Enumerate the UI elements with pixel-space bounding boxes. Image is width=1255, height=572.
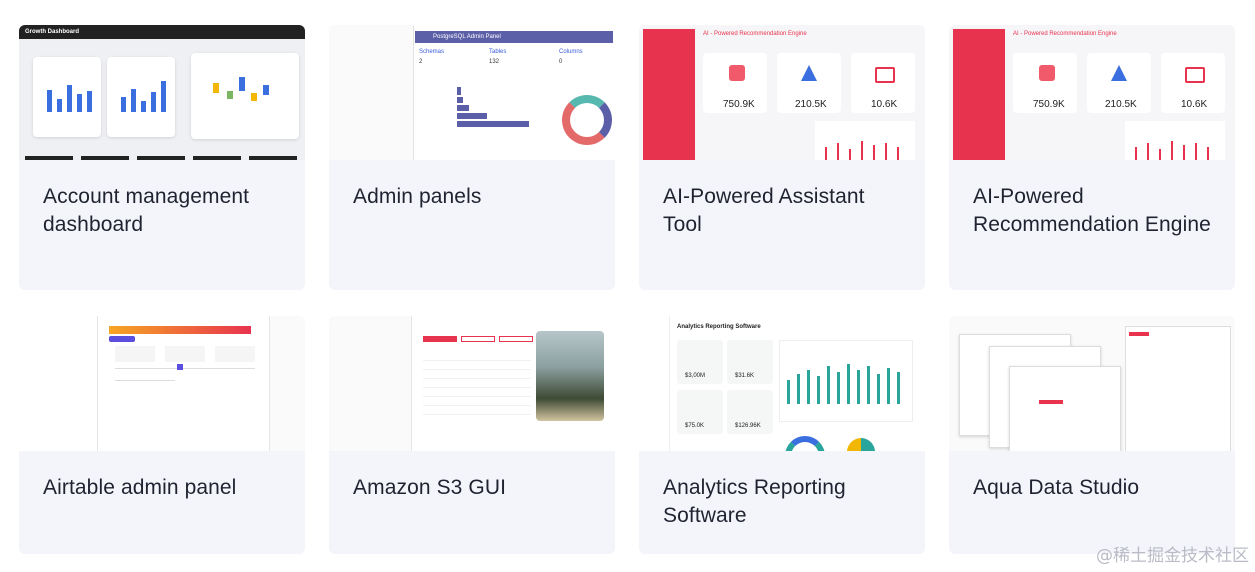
template-card-account-management[interactable]: Growth Dashboard Account management [19,25,305,290]
cart-icon [1185,67,1205,83]
cursor-icon [801,65,817,81]
thumb-pie [847,438,875,451]
thumb-header-bar [109,326,251,334]
thumb-sidebar [643,29,695,160]
thumb-heading: Analytics Reporting Software [677,324,761,330]
thumb-donut [562,95,612,145]
thumb-stat-value: 750.9K [1033,99,1065,110]
thumb-sidebar [953,29,1005,160]
thumb-stat-value: $31.6K [735,373,755,379]
card-thumbnail [329,316,615,451]
thumb-chart-panel-3 [191,53,299,139]
template-card-ai-assistant[interactable]: AI - Powered Recommendation Engine 750.9… [639,25,925,290]
template-card-ai-recommendation[interactable]: AI - Powered Recommendation Engine 750.9… [949,25,1235,290]
thumb-stat-value: 132 [489,59,500,65]
template-card-admin-panels[interactable]: PostgreSQL Admin Panel Schemas 2 Tables … [329,25,615,290]
thumb-stat-value: 2 [419,59,423,65]
thumb-stat-value: 10.6K [871,99,898,110]
thumb-heading: AI - Powered Recommendation Engine [1013,31,1117,37]
card-title[interactable]: AI-Powered Assistant Tool [663,185,865,236]
gift-icon [729,65,745,81]
thumb-heading: AI - Powered Recommendation Engine [703,31,807,37]
thumb-heading: Growth Dashboard [25,29,80,35]
template-card-aqua-data-studio[interactable]: Aqua Data Studio [949,316,1235,554]
thumb-stat-label: Tables [489,49,507,55]
thumb-stat-value: 10.6K [1181,99,1208,110]
card-thumbnail: AI - Powered Recommendation Engine 750.9… [949,25,1235,160]
thumb-stat-label: Columns [559,49,583,55]
thumb-stat-value: $126.96K [735,423,761,429]
thumb-header-bar [19,25,305,39]
thumb-stat-value: 210.5K [795,99,827,110]
thumb-sidebar [19,316,98,451]
card-thumbnail: AI - Powered Recommendation Engine 750.9… [639,25,925,160]
thumb-stat-value: 0 [559,59,563,65]
card-thumbnail [19,316,305,451]
gift-icon [1039,65,1055,81]
cursor-icon [1111,65,1127,81]
thumb-sidebar [329,25,414,160]
thumb-chart-panel [33,57,101,137]
thumb-sidebar [639,316,670,451]
card-thumbnail [949,316,1235,451]
cart-icon [875,67,895,83]
thumb-stat-value: $3,00M [685,373,706,379]
thumb-chart-panel-2 [107,57,175,137]
thumb-stat-value: 750.9K [723,99,755,110]
thumb-file-table [423,352,531,416]
card-title[interactable]: Airtable admin panel [43,476,237,499]
watermark: @稀土掘金技术社区 [1096,546,1249,566]
thumb-stat-value: $75.0K [685,423,705,429]
card-title[interactable]: Aqua Data Studio [973,476,1140,499]
template-card-analytics-reporting[interactable]: Analytics Reporting Software $3,00M $31.… [639,316,925,554]
card-thumbnail: PostgreSQL Admin Panel Schemas 2 Tables … [329,25,615,160]
card-title[interactable]: Admin panels [353,185,482,208]
thumb-photo [536,331,604,421]
card-title[interactable]: AI-Powered Recommendation Engine [973,185,1211,236]
card-title[interactable]: Amazon S3 GUI [353,476,507,499]
thumb-donut [785,436,825,451]
thumb-stat-value: 210.5K [1105,99,1137,110]
card-title[interactable]: Account management dashboard [43,185,250,236]
template-card-airtable-admin[interactable]: Airtable admin panel [19,316,305,554]
thumb-sidebar [329,316,412,451]
thumb-stat-label: Schemas [419,49,445,55]
card-thumbnail: Growth Dashboard [19,25,305,160]
thumb-header-bar [415,31,613,43]
card-title[interactable]: Analytics Reporting Software [663,476,846,527]
card-thumbnail: Analytics Reporting Software $3,00M $31.… [639,316,925,451]
template-card-amazon-s3[interactable]: Amazon S3 GUI [329,316,615,554]
thumb-heading: PostgreSQL Admin Panel [433,34,501,40]
